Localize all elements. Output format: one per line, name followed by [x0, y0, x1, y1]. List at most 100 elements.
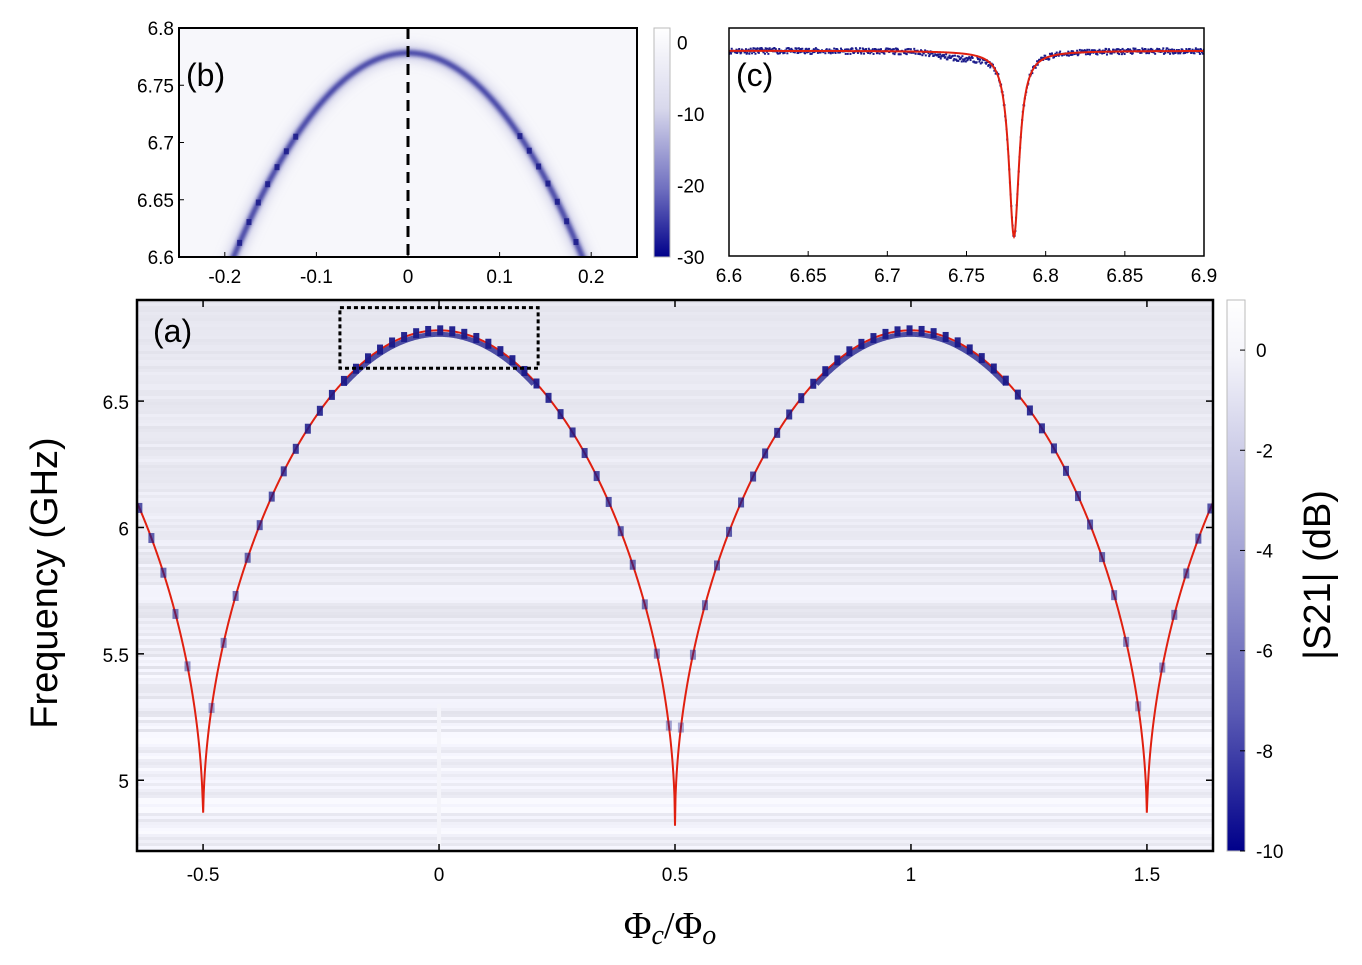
panel-c-point [1127, 48, 1129, 51]
panel-c-x-tick-label: 6.8 [1032, 266, 1058, 287]
resonance-marker [413, 328, 420, 339]
resonance-marker [1183, 568, 1190, 579]
panel-c-point [798, 48, 801, 51]
noise-stripe [137, 312, 1213, 315]
panel-c-point [872, 52, 875, 55]
noise-stripe [137, 582, 1213, 585]
noise-stripe [137, 369, 1213, 372]
panel-c-point [1184, 51, 1186, 54]
panel-c-point [767, 52, 770, 55]
panel-c-point [1202, 52, 1204, 55]
resonance-marker [798, 393, 805, 404]
panel-b-colorbar-tick-label: 0 [677, 33, 688, 54]
panel-c-point [1075, 52, 1078, 55]
colorbar-tick-label: -8 [1256, 742, 1273, 763]
noise-stripe [137, 495, 1213, 498]
noise-stripe [137, 519, 1213, 522]
panel-c-point [804, 52, 806, 55]
noise-stripe [137, 375, 1213, 378]
panel-c-point [1077, 53, 1080, 56]
panel-a-fit-curve [137, 329, 1213, 826]
noise-stripe [137, 450, 1213, 453]
resonance-marker [774, 427, 781, 438]
noise-stripe [137, 567, 1213, 570]
panel-c-point [1086, 48, 1089, 51]
panel-c-point [904, 48, 907, 51]
noise-stripe [137, 498, 1213, 501]
resonance-marker [918, 325, 925, 336]
resonance-marker [1014, 389, 1021, 400]
panel-c-point [948, 54, 951, 57]
panel-c-point [928, 55, 931, 58]
resonance-marker [617, 526, 624, 537]
panel-a-colorbar-ticks: 0 -2 -4 -6 -8 -10 [1240, 341, 1283, 863]
panel-c-point [964, 57, 967, 60]
panel-c-point [1036, 63, 1039, 66]
panel-c-point [792, 51, 795, 54]
panel-b-label: (b) [186, 57, 225, 93]
panel-c-point [914, 52, 917, 55]
panel-a-label: (a) [153, 313, 192, 349]
noise-stripe [137, 339, 1213, 342]
noise-stripe [137, 435, 1213, 438]
panel-c-point [1194, 47, 1197, 50]
x-title-sub-o: o [702, 920, 716, 951]
noise-stripe [137, 714, 1213, 717]
panel-c-point [899, 53, 902, 56]
noise-stripe [137, 840, 1213, 843]
noise-stripe [137, 330, 1213, 333]
noise-stripe [137, 366, 1213, 369]
panel-c-point [751, 52, 754, 55]
noise-stripe [137, 327, 1213, 330]
panel-c-point [913, 47, 916, 50]
noise-stripe [137, 417, 1213, 420]
noise-stripe [137, 672, 1213, 675]
panel-c-point [1139, 51, 1142, 54]
panel-c-point [978, 60, 981, 63]
noise-stripe [137, 594, 1213, 597]
x-title-phi-o: Φ [675, 905, 703, 947]
panel-c-point [893, 53, 896, 56]
noise-stripe [137, 660, 1213, 663]
panel-b-colorbar-tick-label: -20 [677, 176, 704, 197]
panel-c-point [944, 56, 947, 59]
panel-c-point [730, 47, 733, 50]
noise-stripe [137, 513, 1213, 516]
panel-c-point [858, 47, 861, 50]
noise-stripe [137, 693, 1213, 696]
panel-a-x-ticks: -0.5 0 0.5 1 1.5 [187, 300, 1160, 886]
panel-c-x-tick-label: 6.65 [790, 266, 827, 287]
panel-c-point [961, 55, 964, 58]
noise-stripe [137, 309, 1213, 312]
resonance-marker [160, 567, 167, 578]
panel-c-point [829, 52, 832, 55]
noise-stripe [137, 480, 1213, 483]
panel-c-point [909, 48, 912, 51]
panel-c-point [894, 51, 897, 54]
noise-stripe [137, 459, 1213, 462]
panel-c-point [1101, 52, 1104, 55]
resonance-marker [1195, 533, 1202, 544]
noise-stripe [137, 741, 1213, 744]
panel-c-point [892, 52, 895, 55]
panel-c-point [968, 56, 971, 59]
noise-stripe [137, 441, 1213, 444]
panel-c-point [1122, 51, 1125, 54]
panel-c-point [945, 53, 948, 56]
panel-c-x-tick-label: 6.85 [1106, 266, 1143, 287]
panel-c-point [955, 58, 958, 61]
panel-c-point [1108, 48, 1110, 51]
resonance-marker [593, 471, 600, 482]
panel-c-point [987, 63, 990, 66]
noise-stripe [137, 354, 1213, 357]
panel-c-point [771, 47, 774, 50]
panel-c-point [869, 52, 872, 55]
resonance-marker [882, 328, 889, 339]
panel-c-point [766, 47, 769, 50]
panel-b-y-tick-label: 6.75 [137, 76, 174, 97]
panel-b-point [536, 163, 542, 170]
panel-c-point [993, 69, 996, 72]
noise-stripe [137, 666, 1213, 669]
noise-stripe [137, 747, 1213, 750]
panel-c-point [876, 51, 879, 54]
